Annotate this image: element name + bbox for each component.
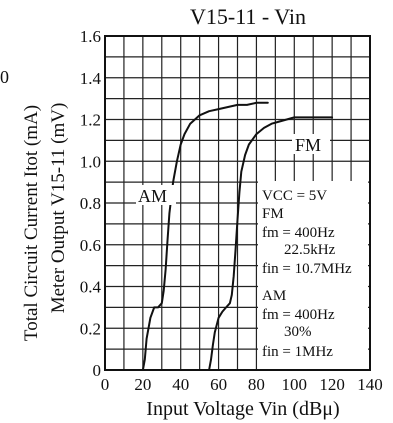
series-line-fm <box>208 116 334 371</box>
series-label-fm: FM <box>295 135 321 155</box>
y-tick-labels: 0 0.2 0.4 0.6 0.8 1.0 1.2 1.4 1.6 <box>80 27 102 380</box>
left-edge-glyph: 0 <box>0 67 9 87</box>
x-tick-label: 140 <box>357 375 383 394</box>
y-tick-label: 1.0 <box>80 152 101 171</box>
y-tick-label: 0.6 <box>80 236 101 255</box>
cond-vcc: VCC = 5V <box>262 188 327 204</box>
cond-fm-dev: 22.5kHz <box>284 242 336 258</box>
y-axis-label-inner: Meter Output V15-11 (mV) <box>48 103 69 314</box>
x-tick-label: 120 <box>319 375 345 394</box>
cond-am-header: AM <box>262 288 286 304</box>
x-tick-label: 20 <box>134 375 151 394</box>
x-axis-label: Input Voltage Vin (dBμ) <box>146 398 339 420</box>
series-label-am: AM <box>138 186 167 206</box>
conditions-box <box>258 181 368 370</box>
y-tick-label: 0 <box>93 361 102 380</box>
y-tick-label: 0.4 <box>80 278 102 297</box>
cond-fm-fin: fin = 10.7MHz <box>262 261 352 277</box>
x-tick-labels: 0 20 40 60 80 100 120 140 <box>101 375 383 394</box>
y-axis-label-outer: Total Circuit Current Itot (mA) <box>21 105 42 341</box>
x-tick-label: 40 <box>172 375 189 394</box>
y-tick-label: 0.2 <box>80 319 101 338</box>
x-tick-label: 60 <box>210 375 227 394</box>
cond-am-fm: fm = 400Hz <box>262 307 335 323</box>
y-tick-label: 1.2 <box>80 111 101 130</box>
plot-frame <box>104 35 371 371</box>
chart-series <box>141 101 334 371</box>
y-tick-label: 0.8 <box>80 194 101 213</box>
cond-fm-fm: fm = 400Hz <box>262 225 335 241</box>
conditions-text: VCC = 5V FM fm = 400Hz 22.5kHz fin = 10.… <box>262 188 352 360</box>
chart-title: V15-11 - Vin <box>190 4 306 29</box>
am-label-backing <box>136 185 176 205</box>
cond-am-mod: 30% <box>284 324 312 340</box>
y-tick-label: 1.4 <box>80 69 102 88</box>
series-line-am <box>141 101 269 371</box>
y-tick-label: 1.6 <box>80 27 101 46</box>
fm-label-backing <box>292 134 330 154</box>
cond-fm-header: FM <box>262 206 284 222</box>
cond-am-fin: fin = 1MHz <box>262 344 333 360</box>
x-tick-label: 0 <box>101 375 110 394</box>
x-tick-label: 100 <box>282 375 308 394</box>
x-tick-label: 80 <box>248 375 265 394</box>
